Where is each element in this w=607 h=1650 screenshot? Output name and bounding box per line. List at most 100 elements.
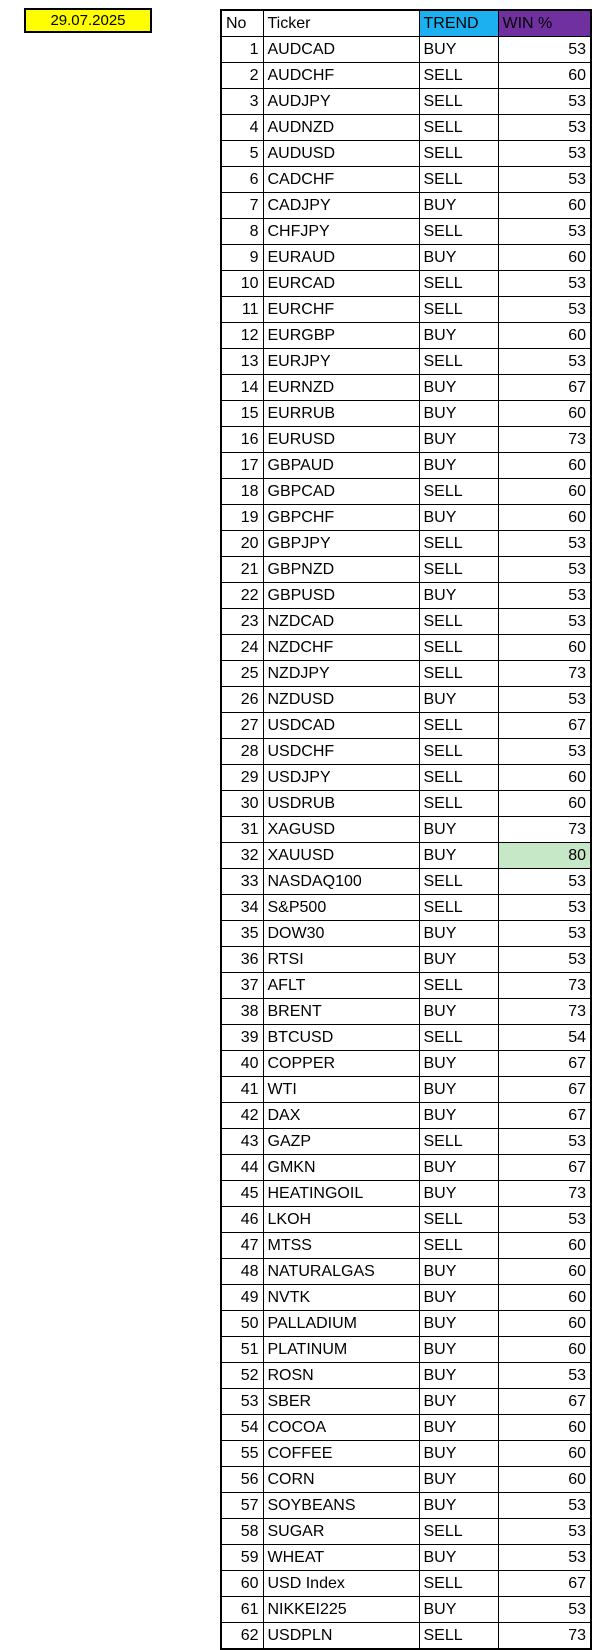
cell-ticker: RTSI	[262, 946, 420, 973]
table-row[interactable]: 56 CORN BUY 60	[220, 1466, 592, 1493]
cell-win: 67	[497, 712, 592, 739]
cell-win: 60	[497, 244, 592, 271]
cell-no: 4	[220, 114, 264, 141]
table-row[interactable]: 27 USDCAD SELL 67	[220, 712, 592, 739]
table-row[interactable]: 17 GBPAUD BUY 60	[220, 452, 592, 479]
table-row[interactable]: 7 CADJPY BUY 60	[220, 192, 592, 219]
cell-win: 67	[497, 1102, 592, 1129]
table-row[interactable]: 11 EURCHF SELL 53	[220, 296, 592, 323]
table-row[interactable]: 19 GBPCHF BUY 60	[220, 504, 592, 531]
cell-no: 54	[220, 1414, 264, 1441]
table-row[interactable]: 6 CADCHF SELL 53	[220, 166, 592, 193]
table-row[interactable]: 15 EURRUB BUY 60	[220, 400, 592, 427]
table-row[interactable]: 59 WHEAT BUY 53	[220, 1544, 592, 1571]
cell-win: 60	[497, 1466, 592, 1493]
table-row[interactable]: 12 EURGBP BUY 60	[220, 322, 592, 349]
cell-no: 23	[220, 608, 264, 635]
table-row[interactable]: 47 MTSS SELL 60	[220, 1232, 592, 1259]
table-row[interactable]: 16 EURUSD BUY 73	[220, 426, 592, 453]
table-row[interactable]: 18 GBPCAD SELL 60	[220, 478, 592, 505]
table-row[interactable]: 1 AUDCAD BUY 53	[220, 36, 592, 63]
table-row[interactable]: 50 PALLADIUM BUY 60	[220, 1310, 592, 1337]
table-row[interactable]: 43 GAZP SELL 53	[220, 1128, 592, 1155]
cell-trend: SELL	[418, 634, 499, 661]
table-row[interactable]: 60 USD Index SELL 67	[220, 1570, 592, 1597]
cell-trend: BUY	[418, 1336, 499, 1363]
report-date-badge: 29.07.2025	[24, 8, 152, 33]
table-row[interactable]: 8 CHFJPY SELL 53	[220, 218, 592, 245]
table-row[interactable]: 41 WTI BUY 67	[220, 1076, 592, 1103]
table-row[interactable]: 49 NVTK BUY 60	[220, 1284, 592, 1311]
cell-no: 13	[220, 348, 264, 375]
cell-win: 73	[497, 1622, 592, 1650]
table-row[interactable]: 26 NZDUSD BUY 53	[220, 686, 592, 713]
table-row[interactable]: 48 NATURALGAS BUY 60	[220, 1258, 592, 1285]
table-row[interactable]: 58 SUGAR SELL 53	[220, 1518, 592, 1545]
table-row[interactable]: 3 AUDJPY SELL 53	[220, 88, 592, 115]
table-row[interactable]: 46 LKOH SELL 53	[220, 1206, 592, 1233]
cell-ticker: AUDJPY	[262, 88, 420, 115]
cell-ticker: CORN	[262, 1466, 420, 1493]
column-header-trend[interactable]: TREND	[418, 9, 499, 37]
table-row[interactable]: 29 USDJPY SELL 60	[220, 764, 592, 791]
column-header-win[interactable]: WIN %	[497, 9, 592, 37]
table-row[interactable]: 23 NZDCAD SELL 53	[220, 608, 592, 635]
cell-win: 53	[497, 946, 592, 973]
table-row[interactable]: 2 AUDCHF SELL 60	[220, 62, 592, 89]
table-row[interactable]: 4 AUDNZD SELL 53	[220, 114, 592, 141]
cell-ticker: USDPLN	[262, 1622, 420, 1650]
cell-win-highlighted: 80	[497, 842, 592, 869]
table-row[interactable]: 62 USDPLN SELL 73	[220, 1622, 592, 1650]
table-row[interactable]: 42 DAX BUY 67	[220, 1102, 592, 1129]
table-row[interactable]: 20 GBPJPY SELL 53	[220, 530, 592, 557]
cell-win: 60	[497, 504, 592, 531]
table-row[interactable]: 34 S&P500 SELL 53	[220, 894, 592, 921]
cell-ticker: CHFJPY	[262, 218, 420, 245]
table-row[interactable]: 57 SOYBEANS BUY 53	[220, 1492, 592, 1519]
cell-no: 61	[220, 1596, 264, 1623]
table-row[interactable]: 51 PLATINUM BUY 60	[220, 1336, 592, 1363]
table-row[interactable]: 35 DOW30 BUY 53	[220, 920, 592, 947]
table-row[interactable]: 40 COPPER BUY 67	[220, 1050, 592, 1077]
table-row[interactable]: 55 COFFEE BUY 60	[220, 1440, 592, 1467]
table-row[interactable]: 22 GBPUSD BUY 53	[220, 582, 592, 609]
table-row[interactable]: 25 NZDJPY SELL 73	[220, 660, 592, 687]
cell-trend: SELL	[418, 140, 499, 167]
cell-no: 34	[220, 894, 264, 921]
cell-ticker: SOYBEANS	[262, 1492, 420, 1519]
cell-no: 53	[220, 1388, 264, 1415]
cell-win: 53	[497, 1362, 592, 1389]
table-row[interactable]: 24 NZDCHF SELL 60	[220, 634, 592, 661]
cell-trend: BUY	[418, 816, 499, 843]
table-row[interactable]: 52 ROSN BUY 53	[220, 1362, 592, 1389]
table-row[interactable]: 45 HEATINGOIL BUY 73	[220, 1180, 592, 1207]
cell-win: 53	[497, 608, 592, 635]
table-row[interactable]: 5 AUDUSD SELL 53	[220, 140, 592, 167]
column-header-ticker[interactable]: Ticker	[262, 9, 420, 37]
table-row[interactable]: 13 EURJPY SELL 53	[220, 348, 592, 375]
signal-table: No Ticker TREND WIN % 1 AUDCAD BUY 53 2 AUDCH…	[220, 9, 592, 1650]
table-row[interactable]: 28 USDCHF SELL 53	[220, 738, 592, 765]
cell-trend: SELL	[418, 712, 499, 739]
table-row[interactable]: 9 EURAUD BUY 60	[220, 244, 592, 271]
table-row[interactable]: 44 GMKN BUY 67	[220, 1154, 592, 1181]
table-row[interactable]: 32 XAUUSD BUY 80	[220, 842, 592, 869]
cell-ticker: DOW30	[262, 920, 420, 947]
table-row[interactable]: 30 USDRUB SELL 60	[220, 790, 592, 817]
table-row[interactable]: 21 GBPNZD SELL 53	[220, 556, 592, 583]
cell-win: 53	[497, 920, 592, 947]
table-row[interactable]: 38 BRENT BUY 73	[220, 998, 592, 1025]
table-row[interactable]: 33 NASDAQ100 SELL 53	[220, 868, 592, 895]
table-row[interactable]: 36 RTSI BUY 53	[220, 946, 592, 973]
table-row[interactable]: 10 EURCAD SELL 53	[220, 270, 592, 297]
table-row[interactable]: 14 EURNZD BUY 67	[220, 374, 592, 401]
table-row[interactable]: 61 NIKKEI225 BUY 53	[220, 1596, 592, 1623]
column-header-no[interactable]: No	[220, 9, 264, 37]
cell-win: 73	[497, 816, 592, 843]
table-body: 1 AUDCAD BUY 53 2 AUDCHF SELL 60 3 AUDJPY SELL 53 4 A…	[220, 36, 592, 1650]
table-row[interactable]: 37 AFLT SELL 73	[220, 972, 592, 999]
table-row[interactable]: 39 BTCUSD SELL 54	[220, 1024, 592, 1051]
table-row[interactable]: 53 SBER BUY 67	[220, 1388, 592, 1415]
table-row[interactable]: 54 COCOA BUY 60	[220, 1414, 592, 1441]
table-row[interactable]: 31 XAGUSD BUY 73	[220, 816, 592, 843]
